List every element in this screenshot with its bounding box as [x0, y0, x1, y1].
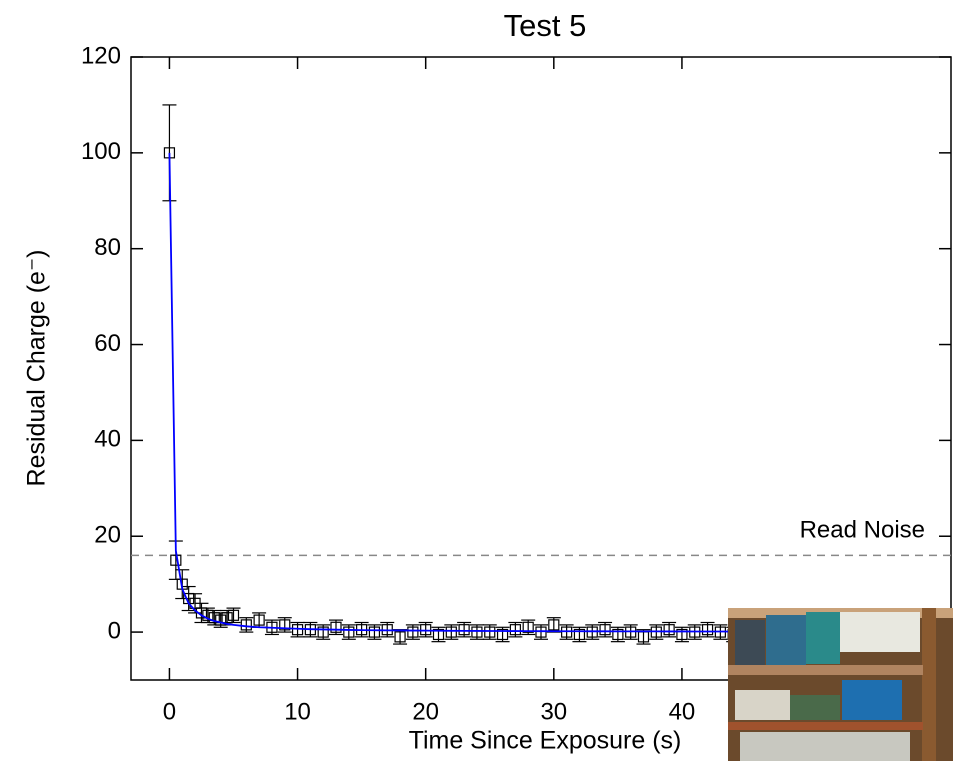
reference-label: Read Noise	[800, 517, 925, 544]
chart-title: Test 5	[504, 8, 587, 43]
data-point	[676, 628, 688, 641]
data-point	[343, 626, 355, 638]
data-point	[573, 628, 586, 641]
plot-marks: 0 20 40 60 80 100 120 0 10 20 30 40 Read Noise	[81, 42, 951, 725]
photo-book	[790, 695, 840, 720]
photo-book	[842, 680, 902, 720]
y-tick-label: 60	[94, 330, 121, 357]
data-point	[458, 624, 470, 636]
photo-book	[840, 612, 920, 652]
data-point	[279, 619, 291, 631]
data-point	[522, 621, 534, 633]
data-point	[612, 628, 624, 641]
photo-book	[740, 732, 910, 761]
plot-frame	[130, 56, 952, 681]
data-point	[394, 631, 406, 643]
data-point	[484, 626, 496, 638]
photo-book	[806, 612, 840, 664]
data-point	[701, 624, 714, 636]
x-tick-label: 20	[412, 698, 439, 725]
data-point	[663, 624, 675, 636]
data-point	[253, 614, 265, 626]
data-point	[496, 628, 509, 641]
y-tick-label: 100	[81, 138, 121, 165]
x-tick-label: 10	[284, 698, 311, 725]
x-tick-label: 40	[669, 698, 696, 725]
data-point	[227, 609, 240, 621]
data-point	[330, 621, 342, 633]
data-point	[471, 626, 483, 638]
photo-book	[735, 620, 765, 665]
data-point	[445, 626, 457, 638]
data-point	[420, 624, 432, 636]
y-tick-label: 20	[94, 522, 121, 549]
data-point	[368, 626, 381, 638]
y-tick-label: 40	[94, 426, 121, 453]
photo-book	[766, 615, 806, 665]
photo-post	[922, 608, 936, 761]
y-tick-label: 0	[108, 617, 121, 644]
data-point	[509, 624, 521, 636]
webcam-photo	[728, 608, 953, 761]
y-axis-label: Residual Charge (e⁻)	[23, 250, 51, 487]
error-bar	[181, 585, 196, 612]
data-point	[317, 626, 329, 638]
data-point	[432, 628, 445, 641]
x-tick-label: 30	[540, 698, 567, 725]
photo-shelf	[728, 665, 923, 675]
y-tick-label: 80	[94, 234, 121, 261]
data-point	[599, 624, 611, 636]
data-point	[548, 619, 560, 631]
photo-shelf	[728, 722, 923, 730]
photo-book	[735, 690, 790, 720]
data-point	[407, 626, 419, 638]
fit-line	[168, 152, 734, 633]
x-tick-label: 0	[163, 698, 176, 725]
x-axis-label: Time Since Exposure (s)	[409, 727, 682, 755]
y-tick-label: 120	[81, 42, 121, 69]
